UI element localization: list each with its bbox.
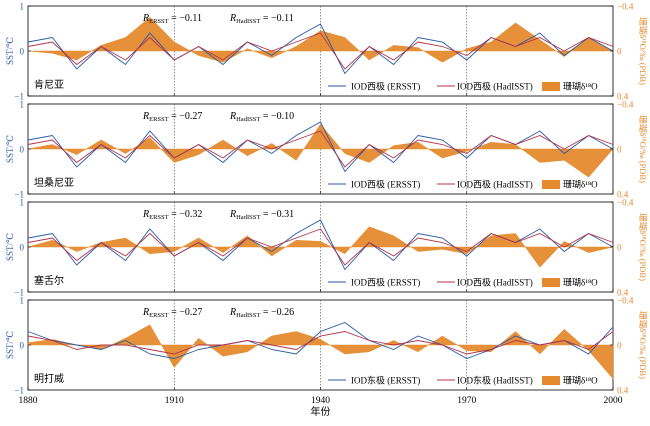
left-tick-label: −1: [14, 288, 24, 298]
right-tick-label: 0: [617, 341, 622, 351]
x-tick-label: 2000: [604, 396, 623, 406]
right-tick-label: −0.4: [617, 296, 634, 306]
right-tick-label: 0.4: [617, 92, 629, 102]
right-tick-label: −0.4: [617, 100, 634, 110]
legend-swatch-coral: [542, 376, 560, 385]
r-ersst-annotation: RERSST = −0.27: [142, 111, 202, 123]
legend-label-ersst: IOD西极 (ERSST): [351, 81, 420, 92]
sst-ersst-line: [27, 321, 614, 359]
legend: IOD西极 (ERSST) IOD西极 (HadISST) 珊瑚δ¹⁸O: [328, 277, 598, 288]
left-tick-label: 1: [20, 198, 25, 208]
legend-label-ersst: IOD西极 (ERSST): [351, 179, 420, 190]
legend-label-coral: 珊瑚δ¹⁸O: [563, 278, 598, 288]
x-axis-label: 年份: [311, 405, 331, 418]
legend-label-hadisst: IOD西极 (HadISST): [457, 277, 533, 288]
sst-hadisst-line: [27, 228, 614, 266]
coral-d18o-area: [27, 123, 614, 178]
left-tick-label: −1: [14, 92, 24, 102]
sst-hadisst-line: [27, 130, 614, 168]
legend-label-hadisst: IOD西极 (HadISST): [457, 179, 533, 190]
site-label: 明打威: [34, 372, 64, 385]
panel-1: 1 0 −1 −0.4 0 0.4 SST/℃ 珊瑚δ¹⁸O/‰ (PDB) 坦桑尼亚 RERSS…: [5, 100, 648, 200]
legend: IOD西极 (ERSST) IOD西极 (HadISST) 珊瑚δ¹⁸O: [328, 81, 598, 92]
legend-swatch-coral: [542, 82, 560, 91]
right-tick-label: 0: [617, 145, 622, 155]
coral-d18o-area: [27, 324, 614, 380]
legend-label-coral: 珊瑚δ¹⁸O: [563, 376, 598, 386]
x-tick-label: 1880: [19, 396, 38, 406]
panel-3: 1 0 −1 −0.4 0 0.4 SST/℃ 珊瑚δ¹⁸O/‰ (PDB) 明打威 RERSST…: [5, 296, 648, 396]
legend-label-coral: 珊瑚δ¹⁸O: [563, 180, 598, 190]
y-axis-label-right: 珊瑚δ¹⁸O/‰ (PDB): [638, 17, 648, 85]
left-tick-label: 0: [20, 341, 25, 351]
legend-label-ersst: IOD西极 (ERSST): [351, 277, 420, 288]
panel-2: 1 0 −1 −0.4 0 0.4 SST/℃ 珊瑚δ¹⁸O/‰ (PDB) 塞舌尔 RERSST…: [5, 198, 648, 298]
r-hadisst-annotation: RHadISST = −0.11: [229, 13, 294, 25]
y-axis-label-left: SST/℃: [5, 135, 15, 163]
x-tick-label: 1910: [165, 396, 184, 406]
legend-label-hadisst: IOD西极 (HadISST): [457, 81, 533, 92]
sst-hadisst-line: [27, 32, 614, 70]
y-axis-label-left: SST/℃: [5, 233, 15, 261]
y-axis-label-right: 珊瑚δ¹⁸O/‰ (PDB): [638, 311, 648, 379]
y-axis-label-right: 珊瑚δ¹⁸O/‰ (PDB): [638, 115, 648, 183]
y-axis-label-right: 珊瑚δ¹⁸O/‰ (PDB): [638, 213, 648, 281]
left-tick-label: −1: [14, 386, 24, 396]
legend: IOD东极 (ERSST) IOD东极 (HadISST) 珊瑚δ¹⁸O: [328, 375, 598, 386]
site-label: 塞舌尔: [34, 274, 64, 287]
legend-label-hadisst: IOD东极 (HadISST): [457, 375, 533, 386]
legend-label-coral: 珊瑚δ¹⁸O: [563, 82, 598, 92]
left-tick-label: 0: [20, 47, 25, 57]
r-ersst-annotation: RERSST = −0.11: [142, 13, 202, 25]
x-tick-label: 1970: [457, 396, 476, 406]
sst-hadisst-line: [27, 331, 614, 355]
legend-swatch-coral: [542, 278, 560, 287]
r-hadisst-annotation: RHadISST = −0.10: [229, 111, 294, 123]
r-ersst-annotation: RERSST = −0.32: [142, 209, 202, 221]
right-tick-label: 0.4: [617, 190, 629, 200]
right-tick-label: 0: [617, 243, 622, 253]
left-tick-label: 1: [20, 2, 25, 12]
y-axis-label-left: SST/℃: [5, 37, 15, 65]
left-tick-label: −1: [14, 190, 24, 200]
right-tick-label: 0.4: [617, 288, 629, 298]
legend-label-ersst: IOD东极 (ERSST): [351, 375, 420, 386]
left-tick-label: 1: [20, 100, 25, 110]
left-tick-label: 0: [20, 145, 25, 155]
legend-swatch-coral: [542, 180, 560, 189]
right-tick-label: 0.4: [617, 386, 629, 396]
coral-d18o-area: [27, 16, 614, 63]
right-tick-label: −0.4: [617, 198, 634, 208]
right-tick-label: −0.4: [617, 2, 634, 12]
left-tick-label: 1: [20, 296, 25, 306]
panel-0: 1 0 −1 −0.4 0 0.4 SST/℃ 珊瑚δ¹⁸O/‰ (PDB) 肯尼亚 RERSST…: [5, 2, 648, 102]
legend: IOD西极 (ERSST) IOD西极 (HadISST) 珊瑚δ¹⁸O: [328, 179, 598, 190]
r-hadisst-annotation: RHadISST = −0.26: [229, 307, 294, 319]
site-label: 坦桑尼亚: [34, 176, 74, 189]
x-tick-label: 1940: [311, 396, 330, 406]
left-tick-label: 0: [20, 243, 25, 253]
r-hadisst-annotation: RHadISST = −0.31: [229, 209, 294, 221]
r-ersst-annotation: RERSST = −0.27: [142, 307, 202, 319]
right-tick-label: 0: [617, 47, 622, 57]
site-label: 肯尼亚: [34, 78, 64, 91]
y-axis-label-left: SST/℃: [5, 331, 15, 359]
